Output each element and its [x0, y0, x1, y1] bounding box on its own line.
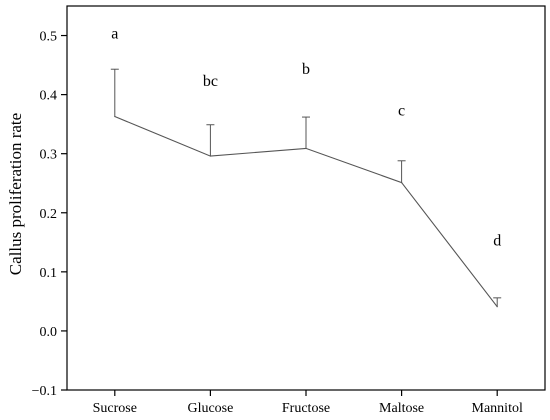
y-tick-label: 0.1 — [40, 266, 58, 281]
significance-label-mannitol: d — [493, 232, 501, 249]
data-point-glucose — [209, 155, 211, 157]
significance-label-sucrose: a — [111, 25, 118, 42]
significance-label-maltose: c — [398, 102, 405, 119]
significance-label-glucose: bc — [203, 73, 218, 90]
y-tick-label: −0.1 — [32, 384, 57, 399]
significance-label-fructose: b — [302, 61, 310, 78]
y-tick-label: 0.0 — [40, 325, 58, 340]
data-point-maltose — [401, 182, 403, 184]
y-tick-label: 0.3 — [40, 148, 58, 163]
x-tick-label-fructose: Fructose — [282, 401, 330, 416]
x-ticks: Sucrose Glucose Fructose Maltose Mannitol — [93, 390, 523, 416]
y-ticks: −0.1 0.0 0.1 0.2 0.3 0.4 0.5 — [32, 30, 67, 399]
x-tick-label-sucrose: Sucrose — [93, 401, 137, 416]
x-tick-label-mannitol: Mannitol — [472, 401, 523, 416]
y-tick-label: 0.5 — [40, 30, 58, 45]
y-tick-label: 0.2 — [40, 207, 58, 222]
data-point-fructose — [305, 147, 307, 149]
data-point-sucrose — [114, 115, 116, 118]
x-tick-label-glucose: Glucose — [187, 401, 233, 416]
y-axis-label: Callus proliferation rate — [6, 113, 25, 275]
x-tick-label-maltose: Maltose — [379, 401, 424, 416]
series — [114, 115, 498, 308]
data-point-mannitol — [496, 306, 498, 308]
error-bars — [110, 68, 502, 307]
y-tick-label: 0.4 — [40, 89, 58, 104]
